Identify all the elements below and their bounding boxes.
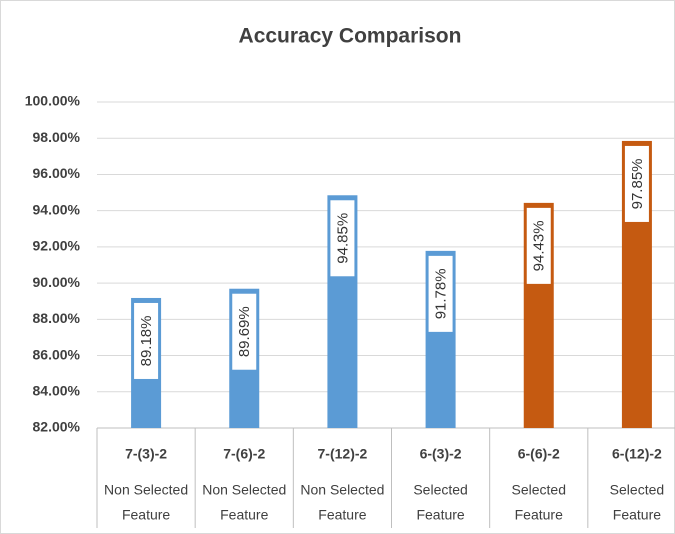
y-tick-label: 100.00%	[25, 93, 81, 109]
value-label-box	[330, 200, 355, 277]
y-tick-label: 94.00%	[33, 201, 81, 217]
value-label-box	[526, 207, 551, 284]
x-tick-label: 7-(6)-2	[223, 446, 265, 462]
x-group-label: Feature	[613, 507, 661, 523]
x-tick-label: 7-(3)-2	[125, 446, 167, 462]
value-label: 94.85%	[334, 213, 351, 264]
value-label: 89.69%	[236, 306, 253, 357]
y-tick-label: 98.00%	[33, 129, 81, 145]
x-group-label: Selected	[512, 482, 566, 498]
x-group-label: Selected	[413, 482, 467, 498]
y-tick-label: 84.00%	[33, 382, 81, 398]
x-tick-label: 7-(12)-2	[318, 446, 368, 462]
x-tick-label: 6-(12)-2	[612, 446, 662, 462]
x-group-label: Feature	[122, 507, 170, 523]
value-label-box	[624, 145, 649, 222]
x-group-label: Feature	[318, 507, 366, 523]
x-group-label: Non Selected	[202, 482, 286, 498]
value-label: 91.78%	[433, 268, 450, 319]
x-group-label: Feature	[515, 507, 563, 523]
x-group-label: Feature	[220, 507, 268, 523]
y-tick-label: 82.00%	[33, 419, 81, 435]
x-group-label: Non Selected	[300, 482, 384, 498]
x-group-label: Feature	[416, 507, 464, 523]
x-group-label: Selected	[610, 482, 664, 498]
y-tick-label: 90.00%	[33, 274, 81, 290]
value-label-box	[134, 302, 159, 379]
x-tick-label: 6-(3)-2	[420, 446, 462, 462]
y-tick-label: 88.00%	[33, 310, 81, 326]
value-label: 94.43%	[531, 220, 548, 271]
chart-title: Accuracy Comparison	[239, 25, 462, 48]
value-label: 97.85%	[629, 159, 646, 210]
y-tick-label: 92.00%	[33, 238, 81, 254]
y-tick-label: 96.00%	[33, 165, 81, 181]
value-label-box	[232, 293, 257, 370]
x-tick-label: 6-(6)-2	[518, 446, 560, 462]
x-group-label: Non Selected	[104, 482, 188, 498]
value-label: 89.18%	[138, 316, 155, 367]
y-tick-label: 86.00%	[33, 346, 81, 362]
value-label-box	[428, 255, 453, 332]
